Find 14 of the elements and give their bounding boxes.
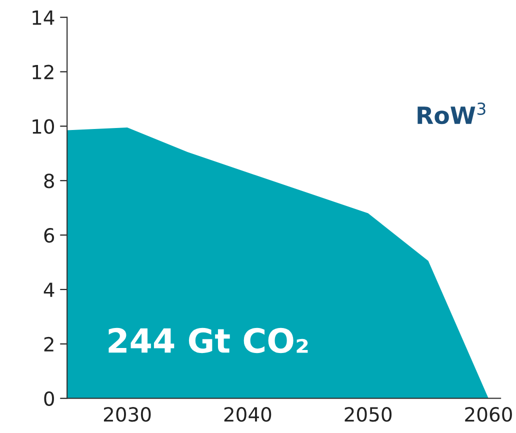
y-tick-label: 14 <box>32 10 54 25</box>
y-tick-label: 2 <box>44 336 54 352</box>
x-tick-label: 2060 <box>465 407 512 422</box>
annotation: 244 Gt CO₂ <box>108 328 308 354</box>
x-tick-label: 2040 <box>224 407 272 422</box>
x-tick-label: 2030 <box>104 407 151 422</box>
y-tick-label: 4 <box>44 282 54 297</box>
y-tick-label: 12 <box>32 64 54 80</box>
y-tick-label: 6 <box>44 228 54 243</box>
y-tick-label: 10 <box>32 119 54 134</box>
y-tick-label: 0 <box>44 391 54 406</box>
annotation: RoW$^{3}$ <box>418 102 486 124</box>
x-tick-label: 2050 <box>344 407 392 422</box>
y-tick-label: 8 <box>44 174 54 188</box>
